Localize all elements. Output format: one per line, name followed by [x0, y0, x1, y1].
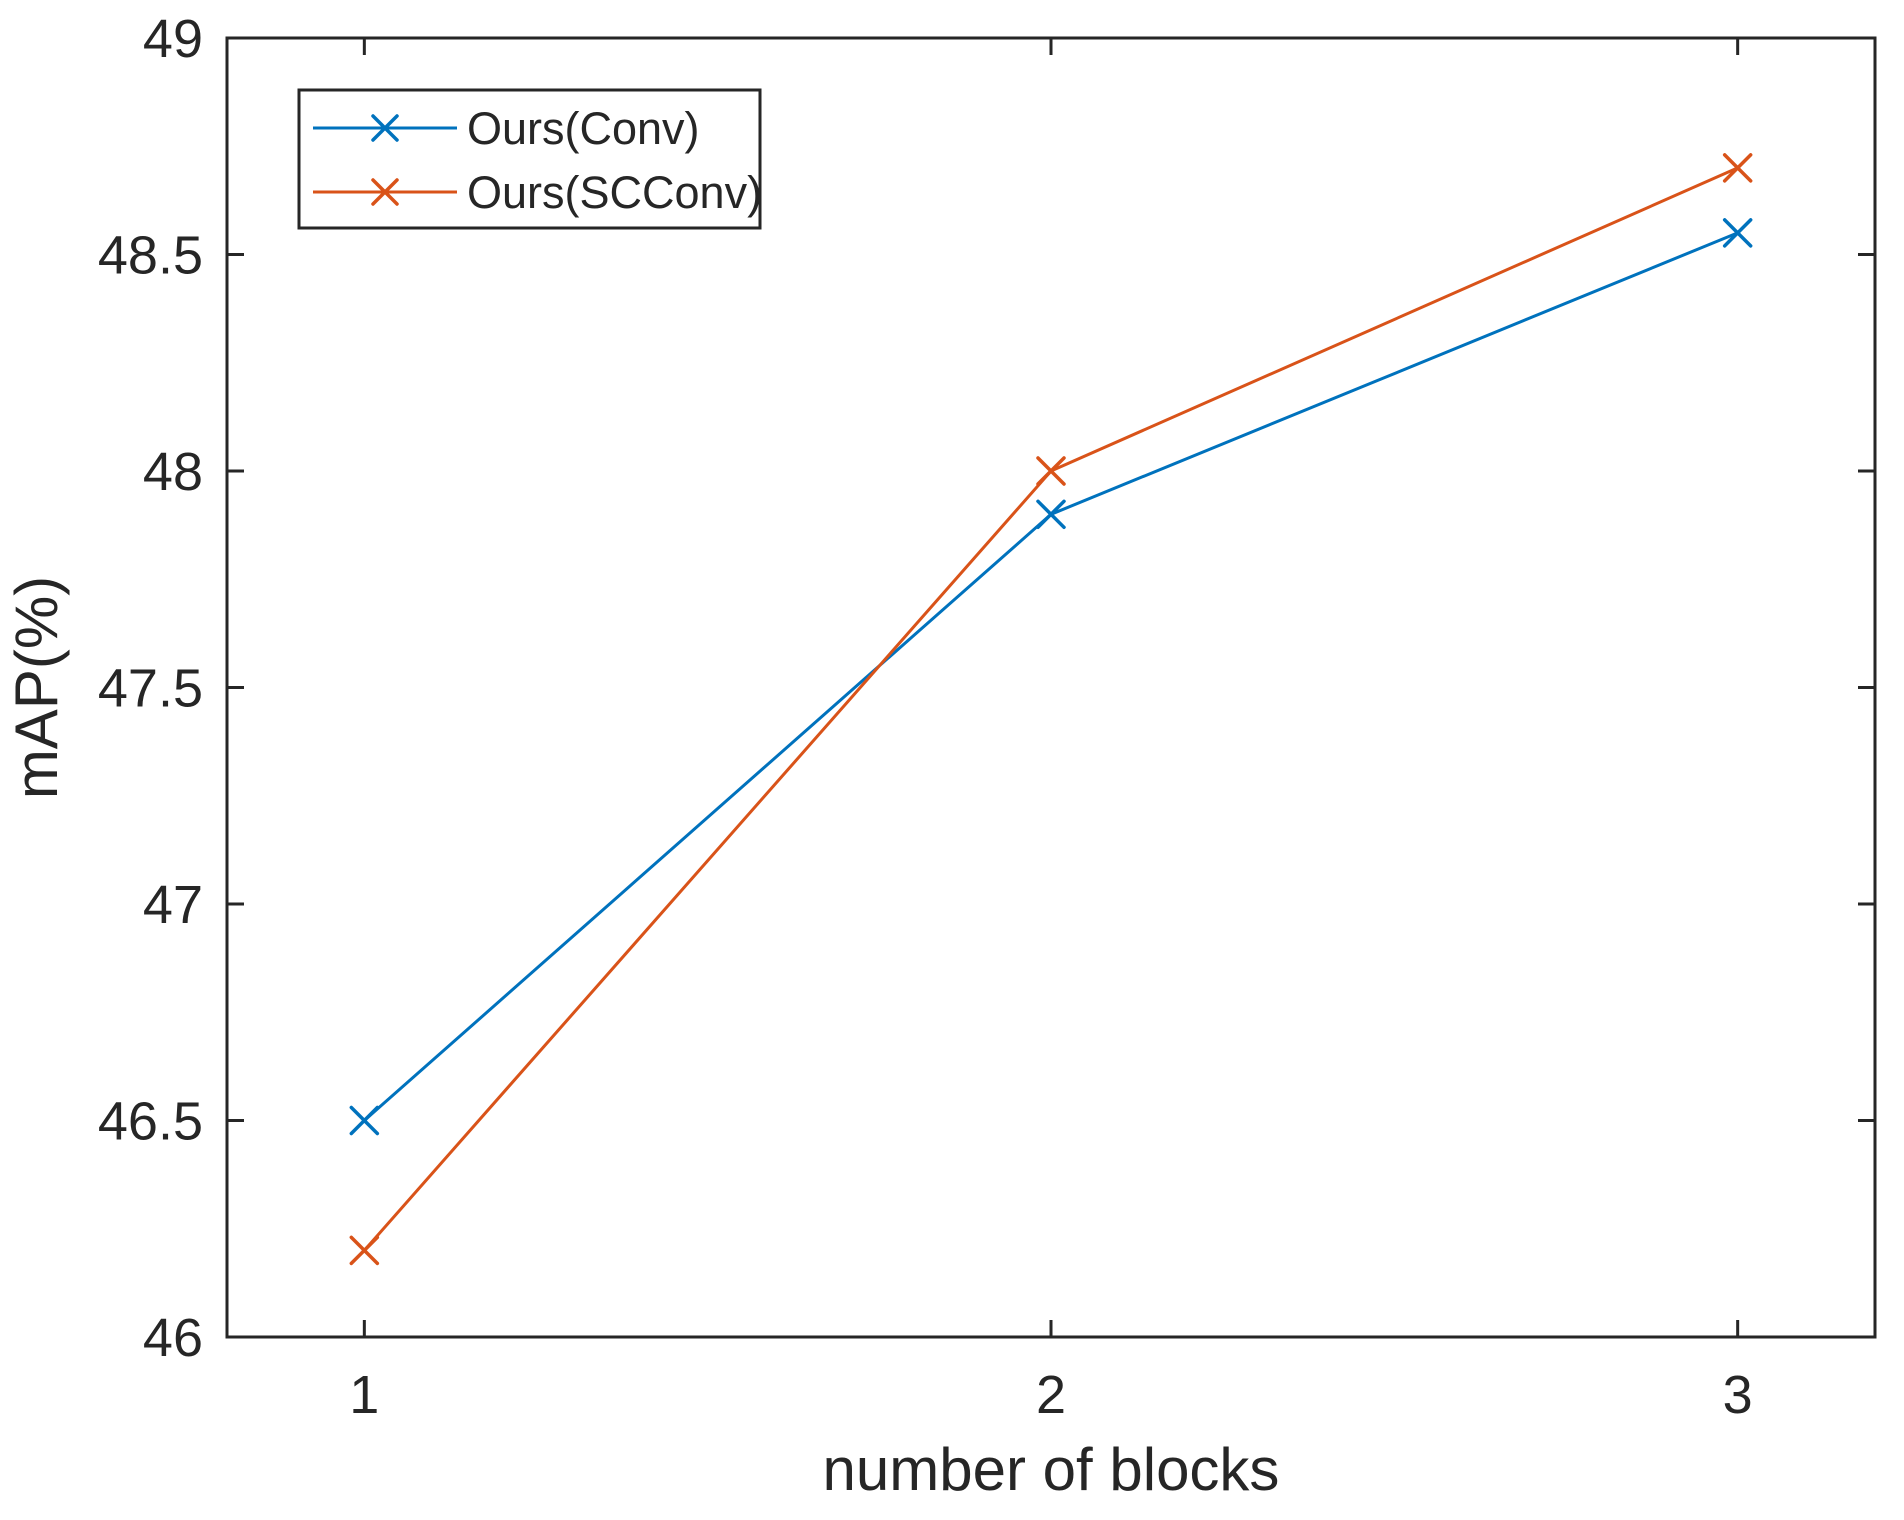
legend-label: Ours(SCConv)	[467, 167, 762, 218]
legend-label: Ours(Conv)	[467, 103, 700, 154]
legend-marker	[371, 114, 399, 142]
series-marker-ours-scconv	[349, 1235, 380, 1266]
series-marker-ours-scconv	[1722, 153, 1753, 183]
y-axis-label: mAP(%)	[3, 576, 70, 799]
x-axis-label: number of blocks	[823, 1436, 1280, 1503]
x-tick-label: 3	[1723, 1365, 1753, 1425]
y-tick-label: 47	[143, 875, 203, 935]
y-tick-label: 49	[143, 9, 203, 69]
y-tick-label: 46.5	[98, 1092, 203, 1152]
legend-marker	[371, 178, 399, 206]
series-marker-ours-conv	[1036, 499, 1066, 530]
series-marker-ours-scconv	[1036, 456, 1066, 486]
y-tick-label: 48	[143, 442, 203, 502]
y-tick-label: 48.5	[98, 226, 203, 286]
x-tick-label: 2	[1036, 1365, 1066, 1425]
x-tick-label: 1	[349, 1365, 379, 1425]
y-tick-label: 47.5	[98, 659, 203, 719]
series-marker-ours-conv	[349, 1105, 380, 1136]
series-marker-ours-conv	[1722, 218, 1753, 248]
legend-box	[297, 88, 762, 230]
y-tick-label: 46	[143, 1308, 203, 1368]
